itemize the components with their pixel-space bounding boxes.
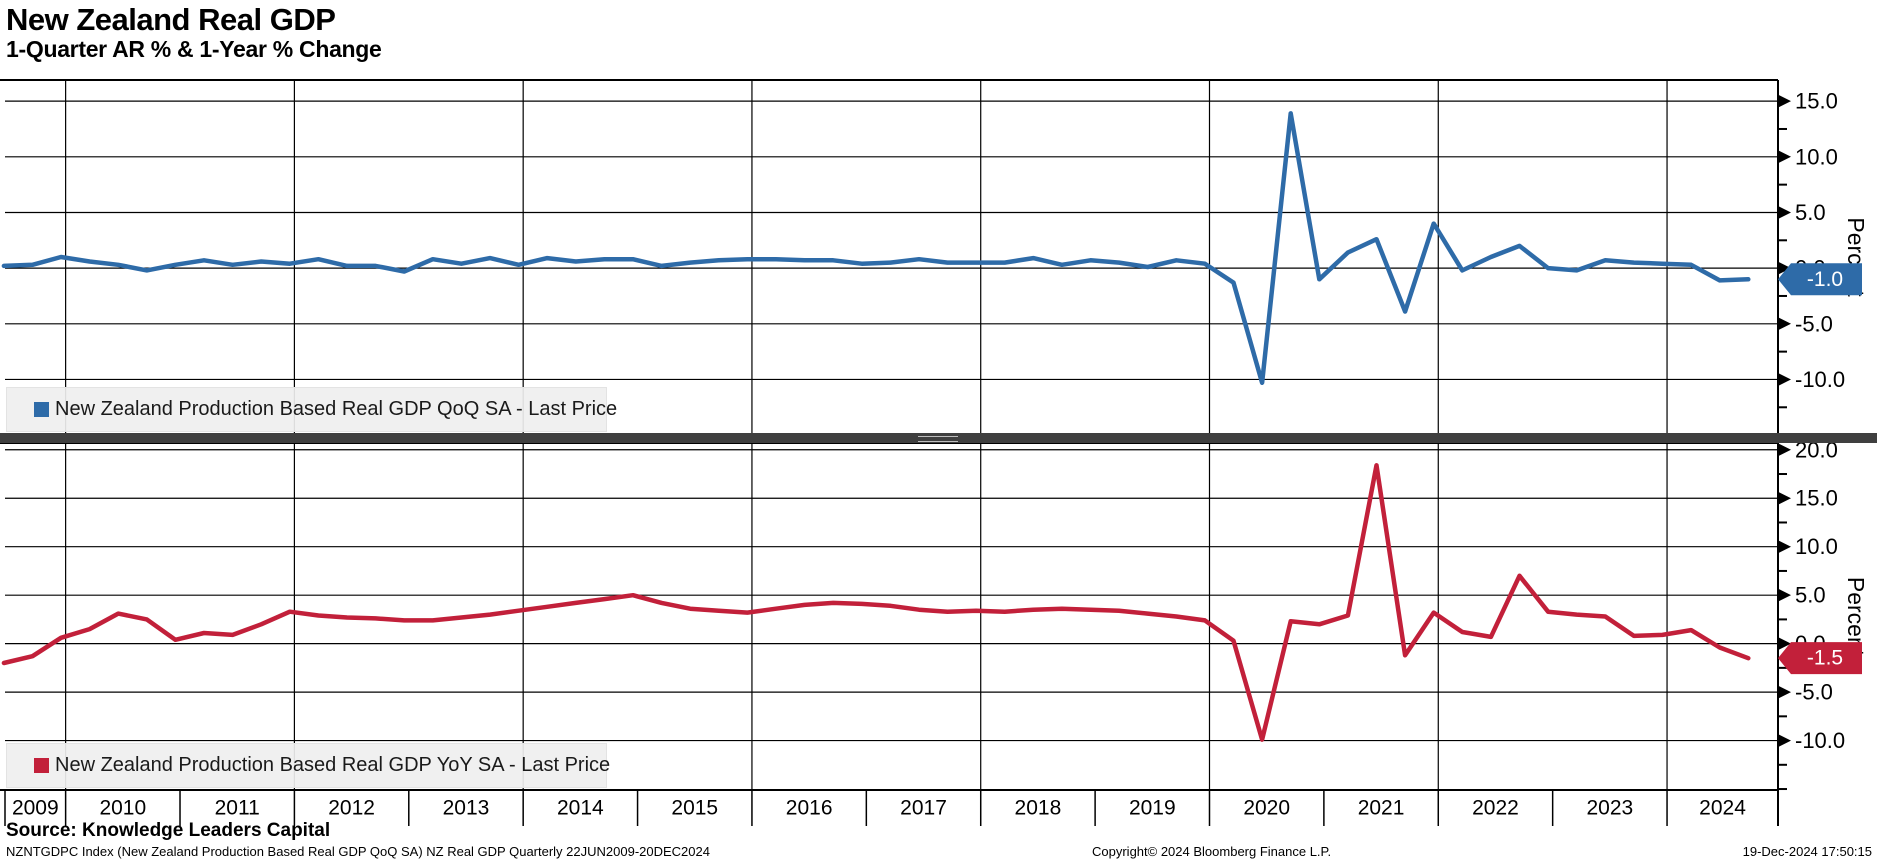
y-tick-label: -10.0	[1795, 367, 1845, 392]
last-price-flag-qoq	[1778, 263, 1862, 296]
legend-swatch-qoq-icon	[34, 402, 49, 417]
y-tick-arrow-icon	[1779, 317, 1791, 330]
x-tick-label: 2018	[1015, 797, 1062, 820]
x-tick-label: 2023	[1586, 797, 1633, 820]
panel-divider[interactable]	[0, 433, 1877, 443]
last-price-label-qoq: -1.0	[1807, 268, 1843, 291]
legend-yoy[interactable]: New Zealand Production Based Real GDP Yo…	[6, 743, 611, 788]
last-price-flag-yoy	[1778, 642, 1862, 675]
page-title: New Zealand Real GDP	[6, 2, 336, 37]
y-tick-label: -10.0	[1795, 728, 1845, 753]
y-tick-arrow-icon	[1779, 206, 1791, 219]
y-tick-label: -5.0	[1795, 680, 1833, 705]
x-tick-label: 2011	[215, 797, 260, 820]
legend-label-qoq: New Zealand Production Based Real GDP Qo…	[55, 398, 618, 420]
y-tick-arrow-icon	[1779, 492, 1791, 505]
x-tick-label: 2012	[328, 797, 375, 820]
legend-qoq[interactable]: New Zealand Production Based Real GDP Qo…	[6, 387, 617, 432]
legend-label-yoy: New Zealand Production Based Real GDP Yo…	[55, 754, 611, 776]
x-tick-label: 2019	[1129, 797, 1176, 820]
x-tick-label: 2014	[557, 797, 604, 820]
y-tick-arrow-icon	[1779, 637, 1791, 650]
page-subtitle: 1-Quarter AR % & 1-Year % Change	[6, 36, 382, 62]
copyright-text: Copyright© 2024 Bloomberg Finance L.P.	[1092, 844, 1332, 859]
series-line-yoy	[1, 463, 1751, 742]
y-tick-arrow-icon	[1779, 150, 1791, 163]
y-tick-label: -5.0	[1795, 311, 1833, 336]
y-tick-arrow-icon	[1779, 95, 1791, 108]
y-tick-label: 5.0	[1795, 583, 1826, 608]
last-price-label-yoy: -1.5	[1807, 647, 1843, 670]
ticker-meta-text: NZNTGDPC Index (New Zealand Production B…	[6, 844, 710, 859]
x-tick-label: 2010	[99, 797, 146, 820]
series-line-qoq	[1, 111, 1751, 386]
y-tick-arrow-icon	[1779, 373, 1791, 386]
source-text: Source: Knowledge Leaders Capital	[6, 820, 331, 841]
y-tick-arrow-icon	[1779, 443, 1791, 456]
x-tick-label: 2021	[1358, 797, 1405, 820]
y-tick-arrow-icon	[1779, 540, 1791, 553]
x-axis: 2009 2010 2011 2012 2013 2014 2015 2016 2017 2018…	[0, 789, 1779, 826]
y-tick-arrow-icon	[1779, 734, 1791, 747]
y-tick-label: 10.0	[1795, 144, 1838, 169]
x-tick-label: 2020	[1243, 797, 1290, 820]
y-tick-label: 5.0	[1795, 200, 1826, 225]
y-tick-arrow-icon	[1779, 589, 1791, 602]
x-tick-label: 2016	[786, 797, 833, 820]
y-tick-label: 15.0	[1795, 89, 1838, 114]
x-tick-label: 2022	[1472, 797, 1519, 820]
x-tick-label: 2015	[671, 797, 718, 820]
x-tick-label: 2013	[443, 797, 490, 820]
y-tick-arrow-icon	[1779, 686, 1791, 699]
y-tick-label: 10.0	[1795, 534, 1838, 559]
y-tick-label: 15.0	[1795, 486, 1838, 511]
legend-swatch-yoy-icon	[34, 758, 49, 773]
y-tick-arrow-icon	[1779, 262, 1791, 275]
x-tick-label: 2024	[1699, 797, 1746, 820]
timestamp-text: 19-Dec-2024 17:50:15	[1742, 844, 1872, 859]
x-tick-label: 2017	[900, 797, 947, 820]
x-tick-label: 2009	[12, 797, 59, 820]
divider-grip-icon	[918, 436, 958, 442]
